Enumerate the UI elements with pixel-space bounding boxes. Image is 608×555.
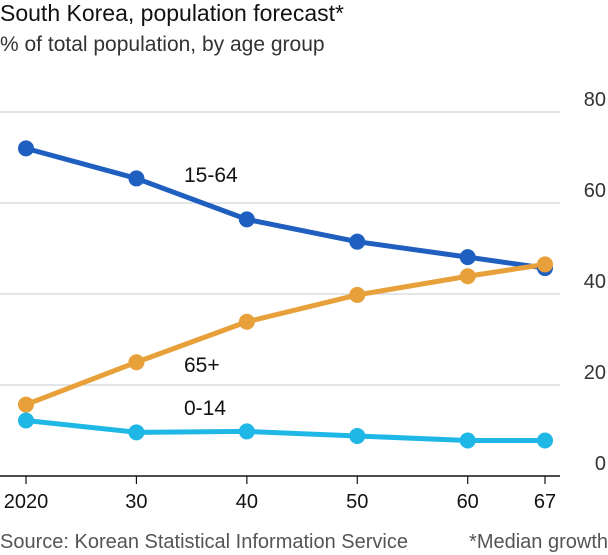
x-tick-label: 50 — [346, 491, 368, 513]
data-point-0-14-2040 — [238, 423, 255, 440]
series-lines — [23, 145, 548, 444]
y-tick-label: 0 — [595, 453, 606, 475]
series-line-0-14 — [23, 417, 548, 444]
data-point-65+-2050 — [349, 286, 366, 303]
data-point-65+-2067 — [537, 256, 553, 273]
data-point-65+-2060 — [459, 268, 476, 285]
data-point-0-14-2060 — [459, 432, 476, 449]
x-axis: 2020 30 40 50 60 67 — [0, 475, 560, 513]
data-point-15-64-2030 — [128, 170, 145, 187]
data-point-0-14-2020 — [18, 412, 34, 429]
series-label-0-14: 0-14 — [184, 397, 226, 420]
y-tick-label: 80 — [584, 89, 606, 111]
chart-subtitle: % of total population, by age group — [0, 33, 325, 56]
gridlines — [0, 111, 560, 386]
series-label-65+: 65+ — [184, 354, 220, 377]
y-tick-label: 60 — [584, 180, 606, 202]
x-tick-label: 30 — [125, 491, 147, 513]
x-tick-label: 60 — [457, 491, 479, 513]
chart-title: South Korea, population forecast* — [0, 0, 344, 26]
data-point-15-64-2040 — [238, 211, 255, 228]
x-tick-label: 67 — [534, 491, 556, 513]
data-point-15-64-2050 — [349, 233, 366, 250]
data-point-65+-2040 — [238, 313, 255, 330]
series-points — [18, 140, 553, 449]
footnote: *Median growth — [469, 531, 608, 553]
x-tick-label: 40 — [236, 491, 258, 513]
y-tick-label: 40 — [584, 271, 606, 293]
y-tick-label: 20 — [584, 362, 606, 384]
data-point-65+-2020 — [18, 396, 34, 413]
series-label-15-64: 15-64 — [184, 164, 238, 187]
source-note: Source: Korean Statistical Information S… — [0, 531, 408, 553]
series-line-15-64 — [23, 145, 548, 271]
data-point-0-14-2067 — [537, 432, 553, 449]
data-point-0-14-2030 — [128, 424, 145, 441]
series-labels: 15-64 65+ 0-14 — [184, 164, 238, 420]
data-point-0-14-2050 — [349, 427, 366, 444]
data-point-15-64-2060 — [459, 249, 476, 266]
x-tick-label: 2020 — [4, 491, 49, 513]
data-point-15-64-2020 — [18, 140, 34, 157]
data-point-65+-2030 — [128, 354, 145, 371]
y-tick-labels: 0 20 40 60 80 — [584, 89, 606, 475]
series-line-65+ — [23, 261, 548, 408]
